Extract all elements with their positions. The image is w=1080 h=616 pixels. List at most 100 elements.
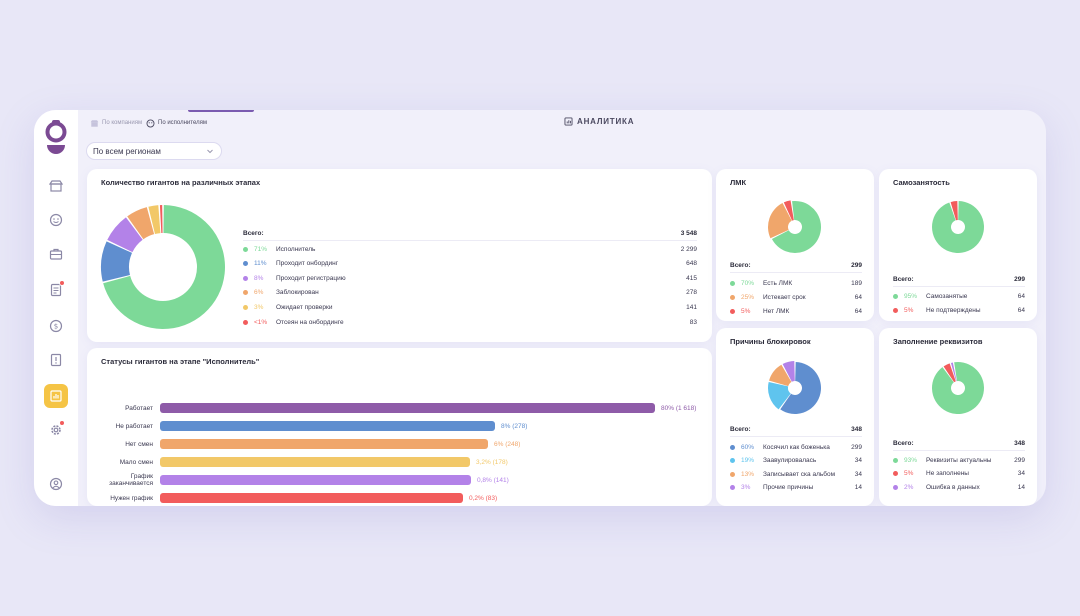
selfemployed-donut-slice-0[interactable] [932, 201, 984, 253]
status-bar[interactable] [160, 439, 488, 449]
legend-dot [893, 307, 898, 313]
legend-dot [730, 471, 735, 477]
stages-total: Всего: 3 548 [243, 230, 697, 241]
legend-dot [243, 304, 248, 310]
legend-row: 5% Нет ЛМК 64 [730, 306, 862, 316]
legend-percent: 5% [741, 307, 751, 315]
legend-value: 64 [854, 293, 862, 301]
selfemployed-total: Всего: 299 [893, 276, 1025, 287]
legend-dot [243, 246, 248, 252]
legend-value: 64 [1017, 292, 1025, 300]
legend-row: 3% Ожидает проверки 141 [243, 302, 697, 312]
legend-row: 25% Истекает срок 64 [730, 292, 862, 302]
lmk-donut-slice-2[interactable] [783, 200, 794, 221]
lmk-total-label: Всего: [730, 262, 751, 269]
status-bar-value: 0,2% (83) [469, 495, 498, 502]
stages-donut-slice-1[interactable] [101, 241, 133, 282]
sidebar-item-payments[interactable]: $ [44, 314, 68, 338]
blocks-donut-slice-0[interactable] [780, 362, 821, 414]
legend-percent: 93% [904, 456, 918, 464]
lmk-donut-slice-1[interactable] [768, 203, 792, 239]
legend-percent: 6% [254, 289, 264, 297]
blocks-total-label: Всего: [730, 426, 751, 433]
blocks-donut-slice-3[interactable] [782, 361, 795, 382]
stages-donut-slice-3[interactable] [127, 207, 155, 240]
requisites-donut-slice-2[interactable] [950, 362, 957, 382]
dollar-icon: $ [49, 319, 63, 333]
sidebar-item-jobs[interactable] [44, 242, 68, 266]
status-bar[interactable] [160, 475, 471, 485]
blocks-donut-slice-2[interactable] [769, 364, 792, 387]
legend-value: 83 [689, 318, 697, 326]
selfemployed-donut-slice-1[interactable] [950, 201, 958, 221]
requisites-donut-slice-0[interactable] [932, 362, 984, 414]
sidebar-item-documents[interactable] [44, 278, 68, 302]
gear-icon [51, 425, 61, 435]
legend-label: Нет ЛМК [763, 307, 790, 315]
legend-percent: 60% [741, 443, 755, 451]
sidebar-item-alerts[interactable] [44, 348, 68, 372]
status-bar-value: 80% (1 618) [661, 405, 697, 412]
region-select[interactable]: По всем регионам [86, 142, 222, 160]
status-bar-label: Нужен график [110, 495, 153, 502]
stages-donut-slice-0[interactable] [103, 205, 225, 329]
legend-dot [893, 293, 898, 299]
stages-donut-slice-2[interactable] [107, 217, 143, 253]
legend-dot [730, 308, 735, 314]
status-bar-label: Работает [125, 405, 153, 412]
blocks-donut-slice-1[interactable] [768, 381, 791, 410]
legend-row: 13% Записывает ска альбом 34 [730, 469, 862, 479]
sidebar-item-users[interactable] [44, 208, 68, 232]
blocks-card-title: Причины блокировок [730, 337, 811, 346]
sidebar-item-profile[interactable] [44, 472, 68, 496]
sidebar-item-stores[interactable] [44, 174, 68, 198]
app-window: $ По компаниям По исполнителям АНАЛИТИКА [34, 110, 1046, 506]
tab-companies-label: По компаниям [102, 120, 143, 126]
legend-dot [893, 457, 898, 463]
selfemployed-card-title: Самозанятость [893, 178, 950, 187]
requisites-donut-chart [932, 362, 984, 414]
tab-companies[interactable]: По компаниям [90, 116, 142, 130]
legend-percent: 5% [904, 470, 914, 477]
stages-total-value: 3 548 [680, 230, 697, 237]
legend-value: 14 [854, 484, 862, 492]
requisites-total-label: Всего: [893, 440, 914, 447]
stages-donut-slice-5[interactable] [159, 205, 163, 234]
region-select-value: По всем регионам [93, 146, 161, 156]
sidebar-item-analytics[interactable] [44, 384, 68, 408]
legend-label: Заблокирован [276, 289, 319, 297]
page-title: АНАЛИТИКА [564, 117, 634, 126]
stages-donut-slice-4[interactable] [148, 205, 161, 234]
analytics-icon [50, 390, 62, 402]
lmk-donut-slice-0[interactable] [771, 201, 821, 253]
legend-value: 64 [1017, 306, 1025, 314]
sidebar-item-settings[interactable] [44, 418, 68, 442]
legend-value: 278 [686, 289, 697, 297]
active-tab-indicator [188, 110, 254, 112]
legend-row: <1% Отсеян на онбординге 83 [243, 317, 697, 327]
page-title-text: АНАЛИТИКА [577, 117, 635, 126]
legend-row: 95% Самозанятые 64 [893, 291, 1025, 301]
legend-row: 93% Реквизиты актуальны 299 [893, 455, 1025, 465]
tab-performers[interactable]: По исполнителям [146, 116, 207, 130]
legend-percent: 8% [254, 274, 264, 282]
lmk-card: ЛМК Всего: 299 70% Есть ЛМК 189 25% Истекает… [716, 169, 874, 321]
legend-percent: 11% [254, 260, 267, 268]
requisites-donut-slice-1[interactable] [943, 363, 956, 383]
legend-value: 648 [686, 260, 697, 268]
status-bar[interactable] [160, 493, 463, 503]
legend-label: Записывает ска альбом [763, 470, 836, 478]
legend-label: Проходит онбординг [276, 260, 339, 268]
stages-card: Количество гигантов на различных этапах … [87, 169, 712, 342]
logo[interactable] [42, 118, 70, 158]
status-bar[interactable] [160, 421, 495, 431]
legend-value: 299 [1014, 456, 1025, 464]
status-bar[interactable] [160, 457, 470, 467]
legend-percent: 5% [904, 306, 914, 314]
legend-percent: 2% [904, 483, 914, 491]
status-bar[interactable] [160, 403, 655, 413]
briefcase-icon [49, 248, 63, 260]
legend-row: 71% Исполнитель 2 299 [243, 244, 697, 254]
blocks-card: Причины блокировок Всего: 348 60% Косячил… [716, 328, 874, 506]
legend-label: Реквизиты актуальны [926, 456, 992, 464]
